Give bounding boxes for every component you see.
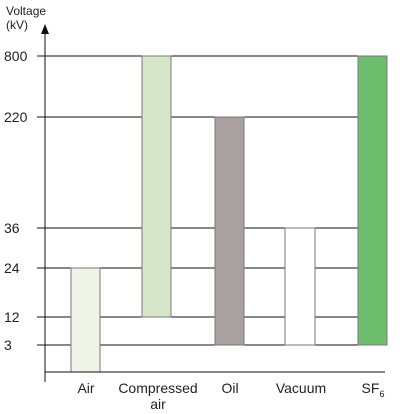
y-axis-arrow-icon — [41, 24, 49, 34]
x-tick-label-1: Compressed — [118, 380, 197, 396]
y-tick-label-36: 36 — [4, 220, 20, 236]
y-tick-label-12: 12 — [4, 309, 20, 325]
y-axis-unit: (kV) — [6, 18, 28, 32]
y-tick-label-24: 24 — [4, 260, 20, 276]
bar-vacuum — [284, 227, 316, 346]
y-tick-label-3: 3 — [4, 337, 12, 353]
bars — [70, 55, 388, 373]
x-tick-label-subscript: 6 — [379, 389, 384, 399]
x-tick-label-1-line2: air — [150, 396, 166, 412]
bar-air — [70, 267, 101, 373]
bar-compressed-air — [141, 55, 172, 318]
tick-labels: 3 12 24 36 220 800 — [4, 48, 28, 353]
y-axis-label: Voltage — [6, 4, 46, 18]
bar-oil — [214, 116, 245, 346]
y-tick-label-220: 220 — [4, 109, 28, 125]
axes: Voltage (kV) — [6, 4, 385, 382]
bar-sf6 — [357, 55, 388, 346]
x-tick-label-4: SF6 — [362, 380, 385, 399]
x-tick-label-3: Vacuum — [276, 380, 326, 396]
x-tick-label-0: Air — [77, 380, 94, 396]
y-tick-label-800: 800 — [4, 48, 28, 64]
x-tick-label-2: Oil — [221, 380, 238, 396]
